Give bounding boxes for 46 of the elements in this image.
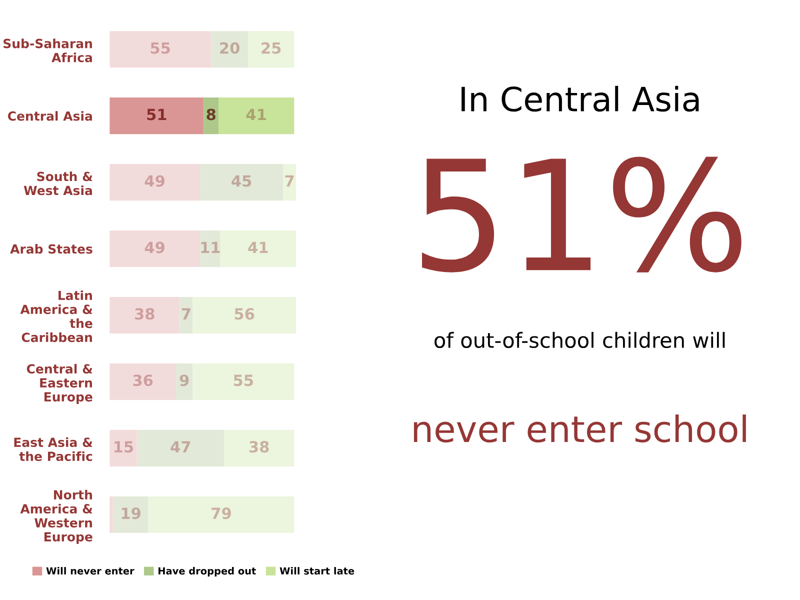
y-tick-label: Central Asia [8, 111, 92, 121]
data-label: 55 [234, 374, 253, 386]
legend-label: Will never enter [46, 567, 134, 575]
bar [110, 230, 200, 268]
data-label: 38 [249, 441, 269, 453]
legend-label: Will start late [280, 567, 354, 575]
data-label: 45 [232, 175, 252, 187]
data-label: 41 [248, 242, 268, 253]
bar [110, 496, 114, 533]
y-tick-label: Arab States [10, 244, 92, 254]
data-label: 36 [133, 374, 153, 386]
text: of out-of-school children will [434, 332, 725, 348]
data-label: 9 [180, 374, 189, 386]
y-tick-label: South & West Asia [24, 172, 92, 196]
y-tick-label: Latin America & the Caribbean [20, 290, 92, 342]
y-tick-label: East Asia & the Pacific [14, 437, 92, 462]
data-label: 49 [144, 175, 164, 187]
data-label: 19 [122, 508, 140, 520]
data-label: 47 [170, 441, 190, 452]
data-label: 11 [201, 242, 220, 253]
y-tick-label: Sub-Saharan Africa [4, 38, 92, 62]
data-label: 79 [212, 508, 231, 520]
bar [110, 363, 176, 400]
data-label: 38 [135, 308, 154, 320]
data-label: 20 [220, 42, 240, 54]
data-label: 15 [114, 441, 134, 453]
data-label: 51 [147, 108, 166, 120]
bar [110, 164, 200, 201]
data-label: 56 [234, 308, 254, 320]
data-label: 7 [285, 175, 294, 187]
bar [110, 296, 180, 334]
text: In Central Asia [462, 86, 699, 112]
y-tick-label: Central & Eastern Europe [26, 364, 92, 404]
legend-label: Have dropped out [158, 567, 256, 576]
bar [110, 98, 204, 134]
bar [110, 31, 212, 68]
data-label: 8 [206, 108, 216, 120]
data-label: 7 [182, 308, 190, 320]
data-label: 55 [150, 42, 170, 54]
y-tick-label: North America & Western Europe [20, 490, 92, 544]
data-label: 49 [144, 242, 164, 254]
text: never enter school [414, 414, 746, 442]
data-label: 25 [262, 42, 281, 54]
text: 51% [422, 156, 742, 272]
data-label: 41 [246, 108, 266, 120]
bar [218, 98, 294, 134]
